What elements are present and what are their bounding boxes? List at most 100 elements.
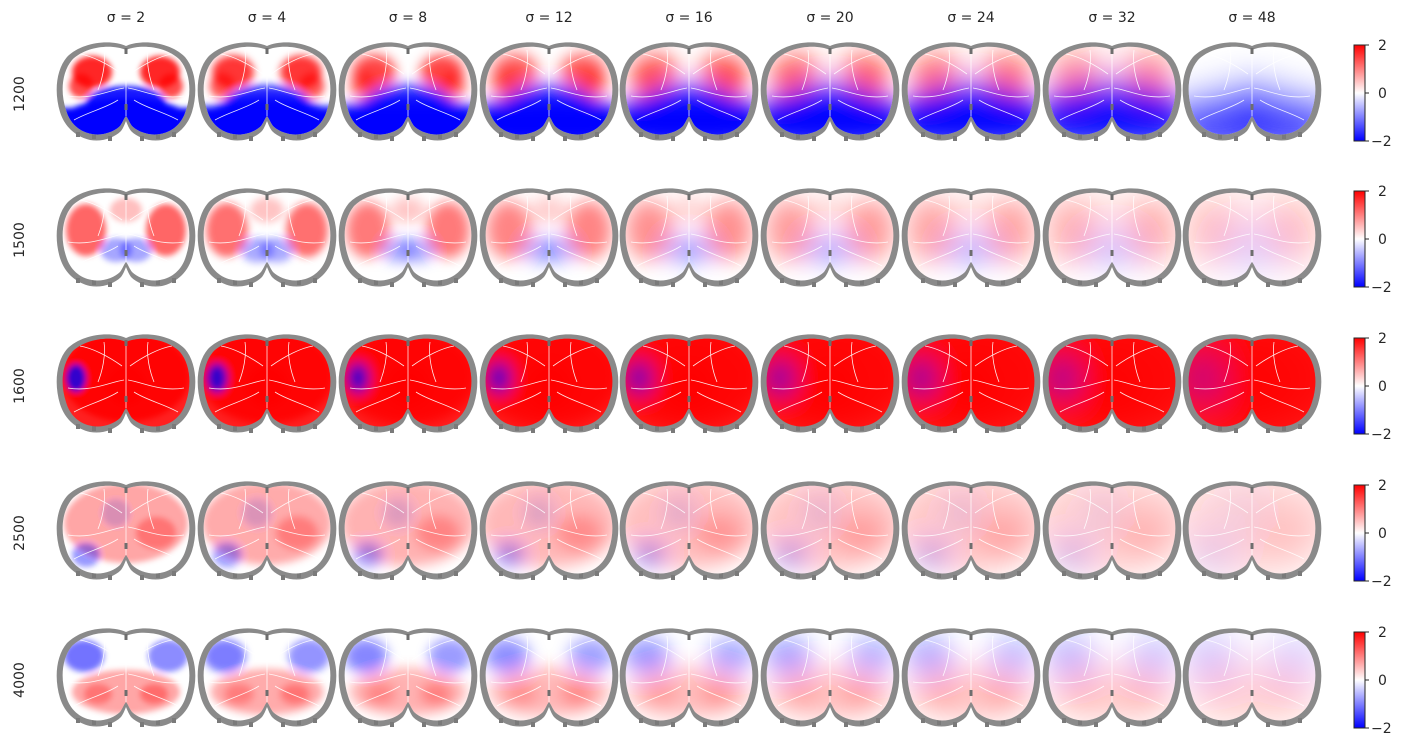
region-border bbox=[208, 526, 266, 537]
region-border bbox=[1205, 639, 1249, 661]
midline-marker bbox=[828, 690, 832, 696]
outline-notch bbox=[92, 426, 96, 431]
midline-marker bbox=[687, 690, 691, 696]
outline-notch bbox=[655, 280, 659, 285]
region-border bbox=[992, 341, 1000, 383]
region-border bbox=[570, 488, 578, 530]
region-border bbox=[692, 639, 736, 661]
outline-notch bbox=[281, 722, 285, 727]
region-border bbox=[831, 87, 889, 98]
midline-marker bbox=[124, 634, 128, 640]
midline-marker bbox=[406, 104, 410, 110]
activity-blob bbox=[784, 681, 820, 707]
midline-marker bbox=[969, 250, 973, 256]
region-border bbox=[502, 492, 546, 514]
region-border bbox=[831, 673, 889, 684]
region-border bbox=[912, 87, 970, 98]
region-border bbox=[214, 245, 260, 267]
region-border bbox=[147, 635, 155, 677]
outline-notch bbox=[1001, 134, 1005, 139]
region-border bbox=[1255, 345, 1299, 367]
region-borders bbox=[1193, 341, 1311, 413]
midline-marker bbox=[1110, 690, 1114, 696]
activity-blob bbox=[416, 515, 460, 551]
outline-notch bbox=[233, 720, 237, 725]
region-border bbox=[552, 53, 596, 75]
region-border bbox=[490, 526, 548, 537]
activity-blob bbox=[981, 681, 1017, 707]
outline-notch bbox=[374, 426, 378, 431]
outline-notch bbox=[655, 134, 659, 139]
region-border bbox=[220, 345, 264, 367]
activity-blob bbox=[64, 640, 104, 672]
outline-notch bbox=[108, 722, 112, 727]
brain-map-panel bbox=[901, 628, 1041, 727]
region-border bbox=[710, 49, 718, 91]
midline-marker bbox=[265, 194, 269, 200]
region-border bbox=[1205, 53, 1249, 75]
row-label: 2500 bbox=[12, 515, 28, 551]
activity-blob bbox=[644, 682, 678, 706]
outline-notch bbox=[937, 280, 941, 285]
region-border bbox=[771, 87, 829, 98]
outline-notch bbox=[515, 573, 519, 578]
brain-activity-map bbox=[203, 485, 331, 574]
region-border bbox=[73, 245, 119, 267]
outline-notch bbox=[1062, 132, 1066, 137]
brain-map-panel bbox=[901, 334, 1041, 433]
region-border bbox=[409, 673, 467, 684]
activity-blob bbox=[719, 71, 749, 101]
outline-notch bbox=[249, 722, 253, 727]
region-borders bbox=[349, 341, 467, 413]
region-border bbox=[851, 488, 859, 530]
outline-notch bbox=[249, 136, 253, 141]
activity-blob bbox=[382, 497, 414, 529]
activity-blob bbox=[700, 682, 734, 706]
brain-activity-map bbox=[485, 192, 613, 281]
region-border bbox=[79, 345, 123, 367]
column-title: σ = 24 bbox=[947, 10, 994, 26]
brain-map-panel bbox=[197, 42, 337, 141]
outline-notch bbox=[156, 720, 160, 725]
outline-notch bbox=[233, 134, 237, 139]
activity-blob bbox=[212, 542, 242, 568]
region-border bbox=[978, 245, 1024, 267]
activity-blob bbox=[487, 362, 511, 394]
brain-map-panel bbox=[197, 188, 337, 287]
region-border bbox=[556, 245, 602, 267]
region-border bbox=[238, 195, 246, 237]
outline-notch bbox=[454, 424, 458, 429]
region-border bbox=[777, 245, 823, 267]
outline-notch bbox=[140, 722, 144, 727]
activity-blob bbox=[847, 636, 894, 676]
region-border bbox=[79, 199, 123, 221]
outline-notch bbox=[1266, 428, 1270, 433]
activity-blob bbox=[705, 199, 753, 261]
outline-notch bbox=[985, 722, 989, 727]
region-border bbox=[1193, 379, 1251, 390]
region-border bbox=[942, 635, 950, 677]
region-border bbox=[851, 341, 859, 383]
outline-notch bbox=[780, 132, 784, 137]
brain-map-panel bbox=[1182, 42, 1322, 141]
activity-blob bbox=[242, 498, 272, 528]
region-border bbox=[833, 492, 877, 514]
outline-notch bbox=[1266, 722, 1270, 727]
region-border bbox=[79, 53, 123, 75]
outline-notch bbox=[422, 428, 426, 433]
outline-notch bbox=[358, 278, 362, 283]
outline-notch bbox=[563, 575, 567, 580]
outline-notch bbox=[671, 722, 675, 727]
region-border bbox=[361, 345, 405, 367]
midline-marker bbox=[969, 104, 973, 110]
region-border bbox=[783, 639, 827, 661]
region-border bbox=[912, 526, 970, 537]
region-border bbox=[1059, 538, 1105, 560]
region-border bbox=[690, 673, 748, 684]
activity-blob bbox=[352, 541, 384, 569]
brain-map-panel bbox=[338, 334, 478, 433]
midline-marker bbox=[1110, 634, 1114, 640]
region-border bbox=[978, 391, 1024, 413]
region-border bbox=[570, 341, 578, 383]
region-border bbox=[801, 195, 809, 237]
